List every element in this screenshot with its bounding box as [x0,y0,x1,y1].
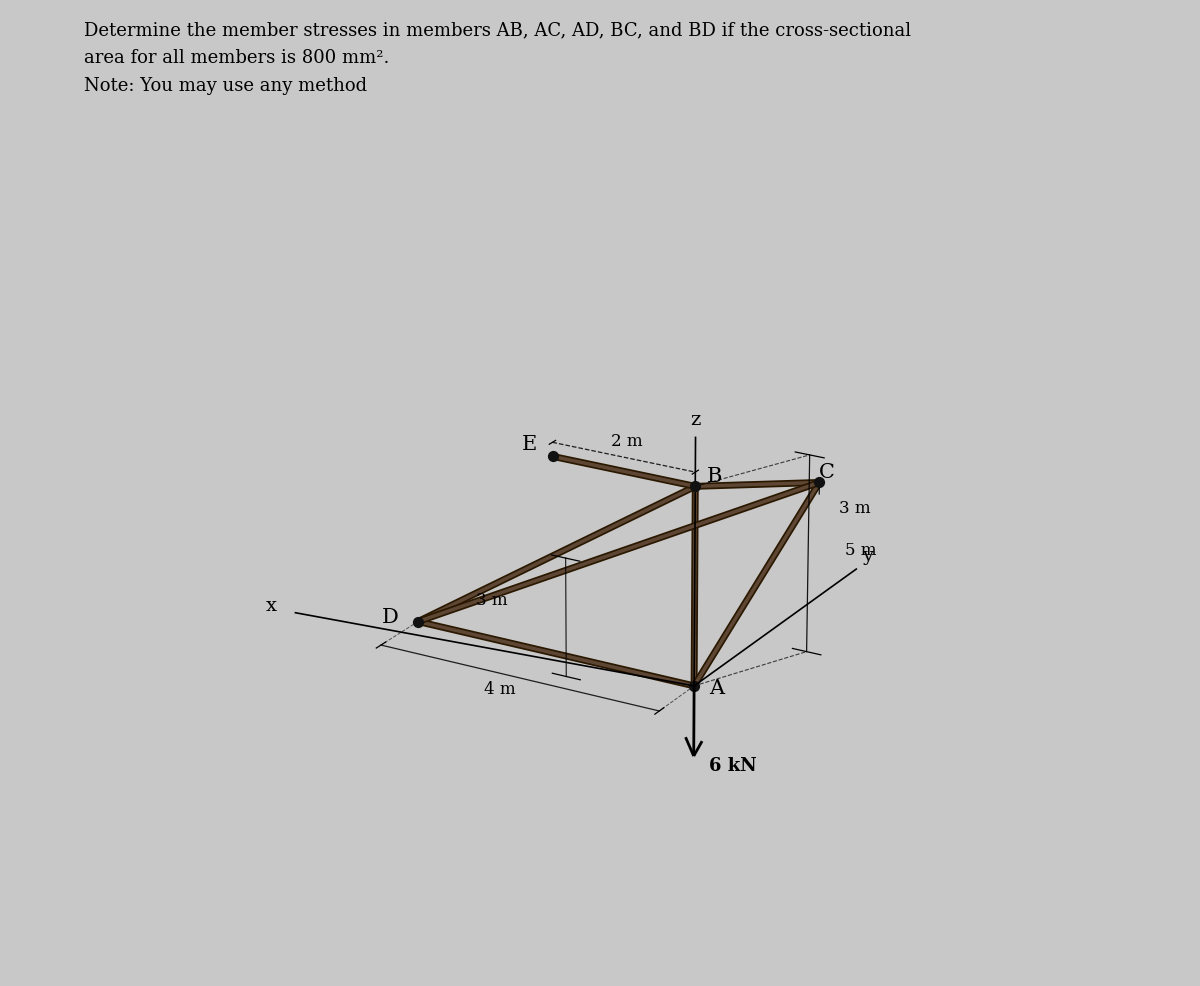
Text: area for all members is 800 mm².: area for all members is 800 mm². [84,49,389,67]
Text: Note: You may use any method: Note: You may use any method [84,77,367,95]
Text: Determine the member stresses in members AB, AC, AD, BC, and BD if the cross-sec: Determine the member stresses in members… [84,22,911,39]
